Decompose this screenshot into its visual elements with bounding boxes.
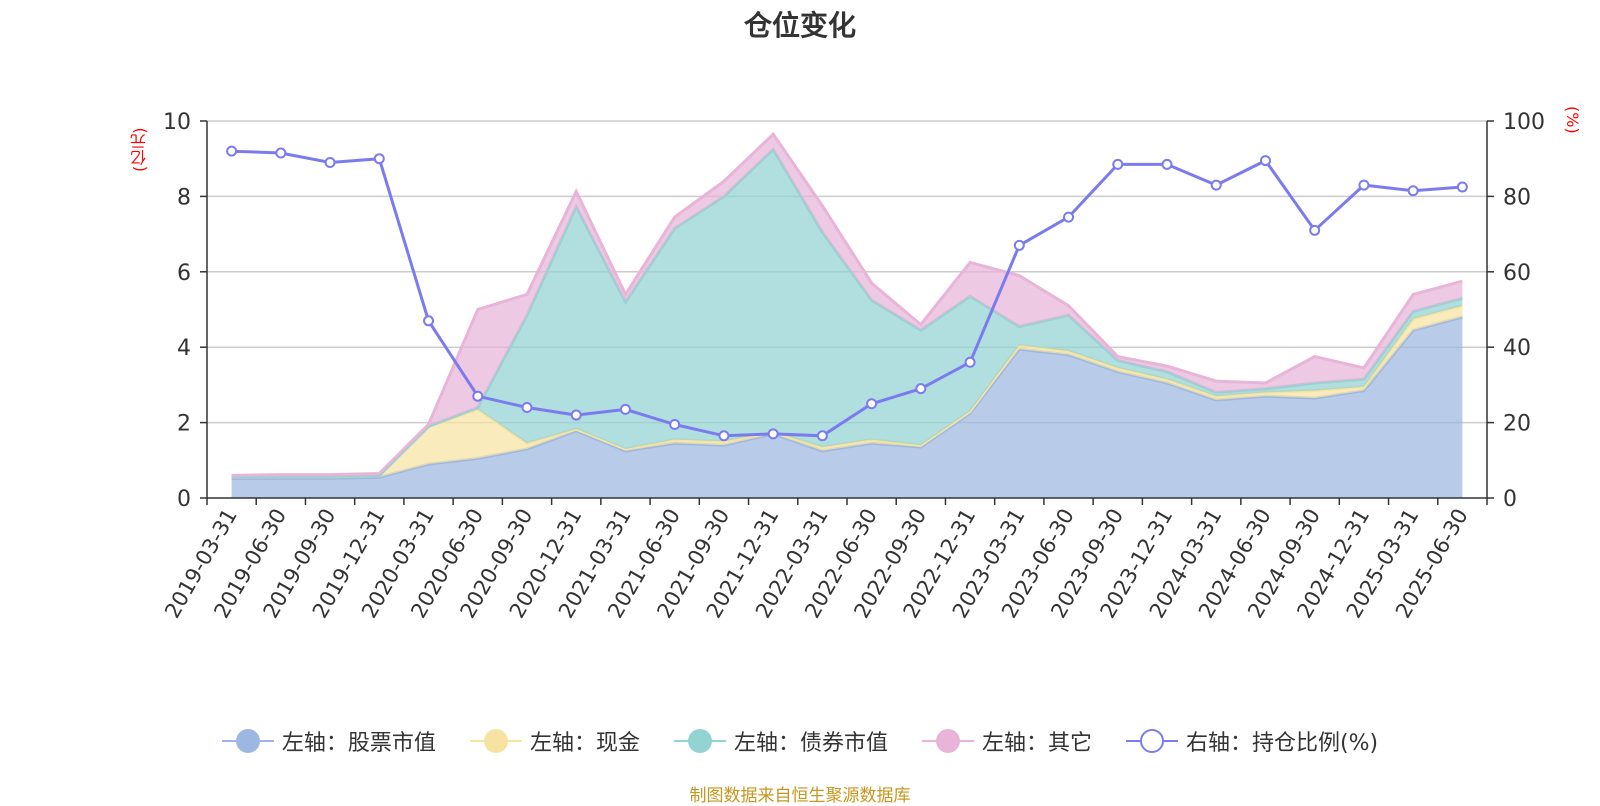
- position-ratio-point: [1309, 224, 1321, 236]
- legend-label: 左轴：债券市值: [733, 731, 888, 756]
- position-ratio-point: [1358, 179, 1370, 191]
- position-ratio-point: [1210, 179, 1222, 191]
- left-axis-tick-label: 6: [177, 261, 191, 286]
- position-ratio-point: [373, 153, 385, 165]
- legend-item[interactable]: 左轴：现金: [469, 725, 640, 757]
- series-area: [231, 317, 1463, 498]
- left-axis-tick-label: 10: [163, 110, 191, 135]
- stacked-areas: [231, 131, 1463, 498]
- right-axis-tick-label: 0: [1503, 487, 1517, 512]
- left-axis-tick-label: 8: [177, 185, 191, 210]
- legend-marker-icon: [469, 729, 522, 753]
- legend-label: 左轴：股票市值: [281, 731, 436, 756]
- legend-marker-icon: [921, 729, 974, 753]
- legend-item[interactable]: 右轴：持仓比例(%): [1125, 725, 1379, 757]
- left-axis-tick-label: 2: [177, 412, 191, 437]
- position-ratio-point: [570, 409, 582, 421]
- position-ratio-line: [226, 145, 1468, 442]
- series-area: [231, 149, 1463, 477]
- legend-label: 左轴：现金: [529, 731, 640, 756]
- legend-marker-icon: [1125, 729, 1178, 753]
- right-axis-tick-label: 100: [1503, 110, 1545, 135]
- source-note: 制图数据来自恒生聚源数据库: [689, 786, 911, 806]
- position-ratio-line-path: [231, 149, 1463, 438]
- legend-item[interactable]: 左轴：其它: [921, 725, 1092, 757]
- series-area-edge: [231, 131, 1463, 477]
- position-ratio-point: [1161, 158, 1173, 170]
- position-ratio-point: [521, 402, 533, 414]
- legend-item[interactable]: 左轴：股票市值: [221, 725, 436, 757]
- right-axis-tick-label: 60: [1503, 261, 1531, 286]
- position-ratio-point: [718, 430, 730, 442]
- position-ratio-point: [964, 356, 976, 368]
- position-ratio-point: [1063, 211, 1075, 223]
- position-ratio-point: [472, 390, 484, 402]
- position-ratio-point: [619, 403, 631, 415]
- position-ratio-point: [275, 147, 287, 159]
- position-ratio-point: [1112, 158, 1124, 170]
- legend-label: 左轴：其它: [981, 731, 1092, 756]
- right-axis-unit: (%): [1563, 106, 1582, 134]
- position-ratio-point: [324, 156, 336, 168]
- position-ratio-point: [1407, 185, 1419, 197]
- legend-item[interactable]: 左轴：债券市值: [673, 725, 888, 757]
- position-ratio-point: [816, 430, 828, 442]
- position-ratio-point: [767, 428, 779, 440]
- legend-label: 右轴：持仓比例(%): [1185, 731, 1379, 756]
- position-ratio-point: [1456, 181, 1468, 193]
- left-axis-tick-label: 4: [177, 336, 191, 361]
- position-ratio-point: [1013, 239, 1025, 251]
- left-axis-tick-label: 0: [177, 487, 191, 512]
- position-ratio-point: [226, 145, 238, 157]
- right-axis-tick-label: 40: [1503, 336, 1531, 361]
- right-axis-tick-label: 80: [1503, 185, 1531, 210]
- position-ratio-point: [669, 418, 681, 430]
- chart-title: 仓位变化: [743, 9, 856, 42]
- legend-marker-icon: [221, 729, 274, 753]
- legend-marker-icon: [673, 729, 726, 753]
- position-ratio-point: [1259, 155, 1271, 167]
- position-ratio-point: [866, 398, 878, 410]
- position-ratio-point: [423, 315, 435, 327]
- legend: 左轴：股票市值 左轴：现金 左轴：债券市值 左轴：其它 右轴：持仓比例(%): [0, 725, 1600, 757]
- right-axis-tick-label: 20: [1503, 412, 1531, 437]
- position-ratio-point: [915, 383, 927, 395]
